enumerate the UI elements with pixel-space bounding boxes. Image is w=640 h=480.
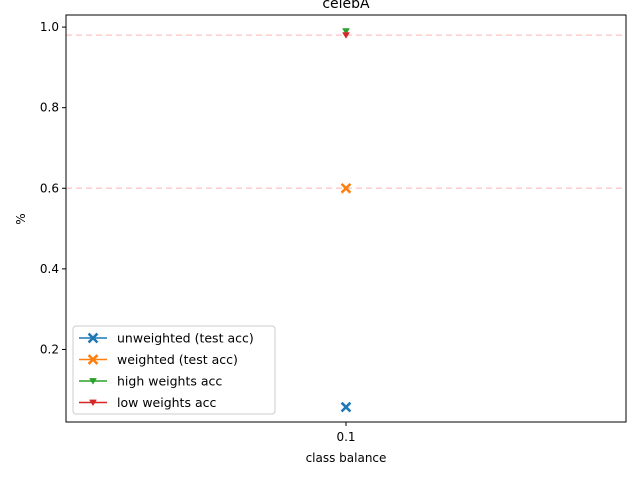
data-point [342,28,350,35]
legend-marker [87,354,99,365]
legend-label: high weights acc [117,374,222,389]
chart-title: celebA [322,0,370,12]
data-point [342,32,350,39]
legend-box [72,325,276,415]
y-tick-label: 0.4 [40,262,59,276]
legend-label: weighted (test acc) [117,352,238,367]
legend-marker [89,399,97,407]
x-axis-label: class balance [306,451,387,465]
legend-marker [89,378,97,385]
legend-label: unweighted (test acc) [117,331,254,346]
legend-marker [87,332,99,344]
x-tick-label: 0.1 [336,430,355,444]
y-tick-label: 0.2 [40,342,59,356]
data-point [340,401,352,413]
data-point [340,182,352,194]
y-axis-label: % [14,213,28,224]
legend-label: low weights acc [117,395,216,410]
y-tick-label: 0.6 [40,181,59,195]
y-tick-label: 0.8 [40,101,59,115]
y-tick-label: 1.0 [40,20,59,34]
